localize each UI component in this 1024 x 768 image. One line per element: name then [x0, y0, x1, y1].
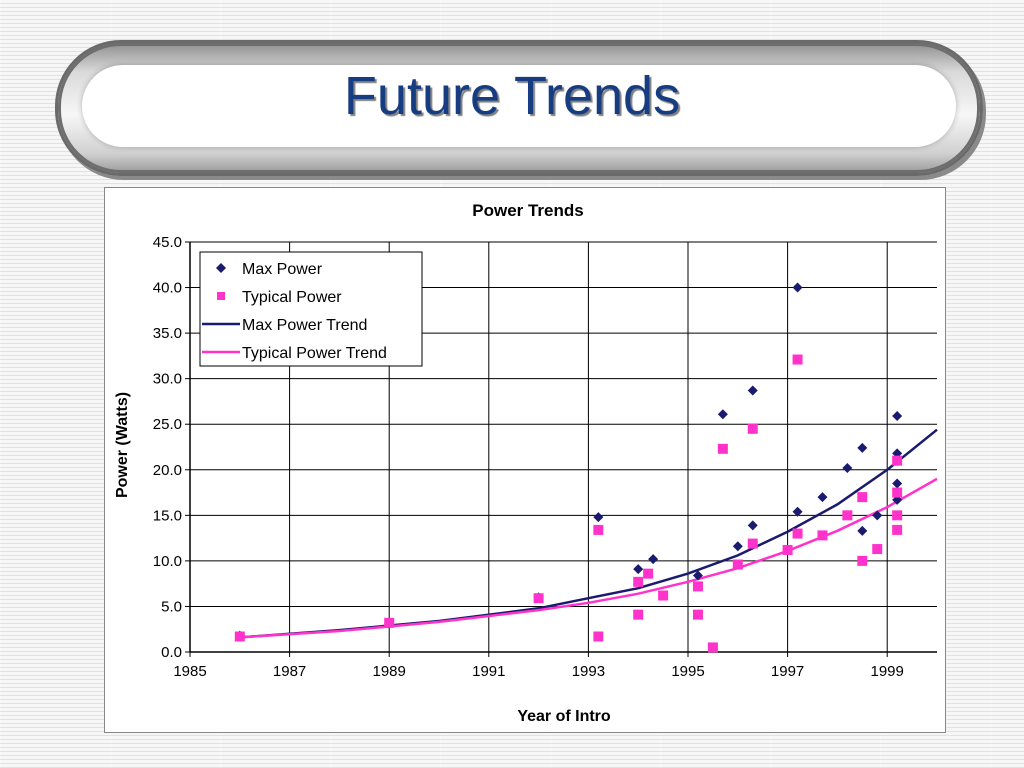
- typical-power-point: [717, 443, 728, 454]
- typical-power-point: [732, 559, 743, 570]
- y-tick-label: 0.0: [161, 644, 182, 661]
- legend-marker-square: [217, 292, 225, 300]
- x-tick-label: 1995: [671, 663, 704, 680]
- x-tick-label: 1997: [771, 663, 804, 680]
- typical-power-point: [857, 492, 868, 503]
- typical-power-point: [872, 544, 883, 555]
- typical-power-point: [892, 455, 903, 466]
- slide-title: Future Trends: [343, 66, 681, 126]
- max-power-point: [747, 385, 758, 396]
- y-tick-label: 5.0: [161, 598, 182, 615]
- typical-power-point: [234, 631, 245, 642]
- max-power-point: [732, 541, 743, 552]
- chart-frame: Power Trends Year of Intro Power (Watts)…: [104, 187, 946, 733]
- max-power-point: [633, 564, 644, 575]
- max-power-point: [792, 282, 803, 293]
- max-power-point: [857, 442, 868, 453]
- legend-box: [199, 251, 423, 367]
- typical-power-point: [857, 555, 868, 566]
- x-tick-label: 1985: [173, 663, 206, 680]
- typical-power-point: [792, 528, 803, 539]
- typical-power-point: [782, 544, 793, 555]
- y-axis-label: Power (Watts): [114, 392, 131, 498]
- typical-power-point: [633, 609, 644, 620]
- y-tick-label: 25.0: [153, 416, 182, 433]
- trend-lines: [239, 428, 938, 639]
- title-banner-inner: [82, 65, 956, 147]
- legend-label: Max Power: [242, 261, 323, 278]
- legend-label: Max Power Trend: [242, 317, 367, 334]
- typical-power-point: [892, 487, 903, 498]
- axes: [185, 241, 937, 657]
- typical-power-point: [692, 581, 703, 592]
- max-power-point: [842, 462, 853, 473]
- legend-label: Typical Power: [242, 289, 342, 306]
- typical-power-point: [842, 510, 853, 521]
- y-tick-label: 35.0: [153, 325, 182, 342]
- typical-power-point: [892, 524, 903, 535]
- typical-power-point: [817, 530, 828, 541]
- x-tick-label: 1993: [572, 663, 605, 680]
- max-power-point: [872, 510, 883, 521]
- legend-label: Typical Power Trend: [242, 345, 387, 362]
- typical-power-point: [593, 524, 604, 535]
- max-power-point: [792, 506, 803, 517]
- chart-title: Power Trends: [472, 201, 583, 220]
- typical-power-point: [593, 631, 604, 642]
- max-power-point: [648, 554, 659, 565]
- y-tick-label: 20.0: [153, 462, 182, 479]
- max-power-point: [892, 411, 903, 422]
- typical-power-point: [643, 568, 654, 579]
- typical-power-point: [692, 609, 703, 620]
- x-tick-label: 1999: [871, 663, 904, 680]
- x-axis-label: Year of Intro: [517, 708, 611, 725]
- title-banner: [55, 40, 983, 176]
- y-tick-label: 10.0: [153, 553, 182, 570]
- max-power-point: [857, 525, 868, 536]
- y-tick-label: 40.0: [153, 280, 182, 297]
- x-tick-label: 1989: [373, 663, 406, 680]
- max-power-point: [717, 409, 728, 420]
- typical-power-point: [747, 538, 758, 549]
- max-power-point: [892, 478, 903, 489]
- max-power-point: [817, 492, 828, 503]
- x-tick-label: 1991: [472, 663, 505, 680]
- legend: Max Power Typical Power Max Power Trend Typ…: [199, 251, 423, 367]
- y-tick-label: 30.0: [153, 371, 182, 388]
- x-tick-label: 1987: [273, 663, 306, 680]
- typical-power-point: [658, 590, 669, 601]
- typical-power-point: [533, 593, 544, 604]
- y-tick-label: 45.0: [153, 234, 182, 251]
- typical-power-point: [633, 576, 644, 587]
- typical-power-point: [792, 354, 803, 365]
- data-points: [234, 282, 903, 653]
- typical-power-point: [892, 510, 903, 521]
- typical-power-point: [747, 423, 758, 434]
- typical-power-point: [707, 642, 718, 653]
- power-trends-chart: Power Trends Year of Intro Power (Watts)…: [114, 201, 938, 725]
- tick-labels: 0.0 5.0 10.0 15.0 20.0 25.0 30.0 35.0 40.0 45.0 19…: [153, 234, 904, 680]
- typical-power-point: [384, 617, 395, 628]
- max-power-point: [593, 512, 604, 523]
- trend-line: [239, 477, 938, 639]
- y-tick-label: 15.0: [153, 507, 182, 524]
- max-power-point: [747, 520, 758, 531]
- legend-marker-diamond: [216, 263, 226, 273]
- max-power-point: [692, 570, 703, 581]
